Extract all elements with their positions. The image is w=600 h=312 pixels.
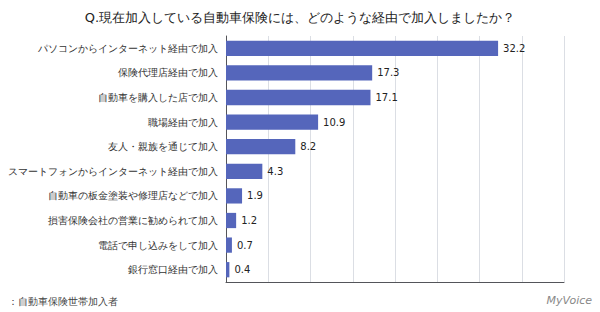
svg-text:Q.現在加入している自動車保険には、どのような経由で加入しま: Q.現在加入している自動車保険には、どのような経由で加入しましたか？ bbox=[85, 10, 515, 25]
svg-text:自動車の板金塗装や修理店などで加入: 自動車の板金塗装や修理店などで加入 bbox=[48, 190, 218, 201]
svg-text:4.3: 4.3 bbox=[267, 166, 283, 177]
svg-text:：自動車保険世帯加入者: ：自動車保険世帯加入者 bbox=[8, 296, 118, 307]
svg-text:MyVoice: MyVoice bbox=[547, 294, 593, 307]
svg-text:スマートフォンからインターネット経由で加入: スマートフォンからインターネット経由で加入 bbox=[8, 166, 218, 177]
svg-text:友人・親族を通じて加入: 友人・親族を通じて加入 bbox=[108, 141, 218, 152]
svg-text:1.9: 1.9 bbox=[247, 190, 263, 201]
svg-text:自動車を購入した店で加入: 自動車を購入した店で加入 bbox=[98, 92, 218, 103]
svg-text:職場経由で加入: 職場経由で加入 bbox=[148, 117, 218, 128]
svg-text:32.2: 32.2 bbox=[503, 43, 525, 54]
svg-text:0.4: 0.4 bbox=[234, 264, 250, 275]
svg-text:1.2: 1.2 bbox=[241, 215, 257, 226]
svg-text:損害保険会社の営業に勧められて加入: 損害保険会社の営業に勧められて加入 bbox=[48, 215, 218, 226]
svg-text:保険代理店経由で加入: 保険代理店経由で加入 bbox=[118, 67, 218, 78]
svg-text:パソコンからインターネット経由で加入: パソコンからインターネット経由で加入 bbox=[37, 43, 218, 54]
svg-text:8.2: 8.2 bbox=[300, 141, 316, 152]
svg-text:10.9: 10.9 bbox=[323, 117, 345, 128]
svg-text:電話で申し込みをして加入: 電話で申し込みをして加入 bbox=[98, 240, 218, 251]
svg-text:0.7: 0.7 bbox=[237, 240, 253, 251]
svg-text:銀行窓口経由で加入: 銀行窓口経由で加入 bbox=[128, 264, 218, 275]
svg-text:17.3: 17.3 bbox=[377, 67, 399, 78]
svg-text:17.1: 17.1 bbox=[375, 92, 397, 103]
